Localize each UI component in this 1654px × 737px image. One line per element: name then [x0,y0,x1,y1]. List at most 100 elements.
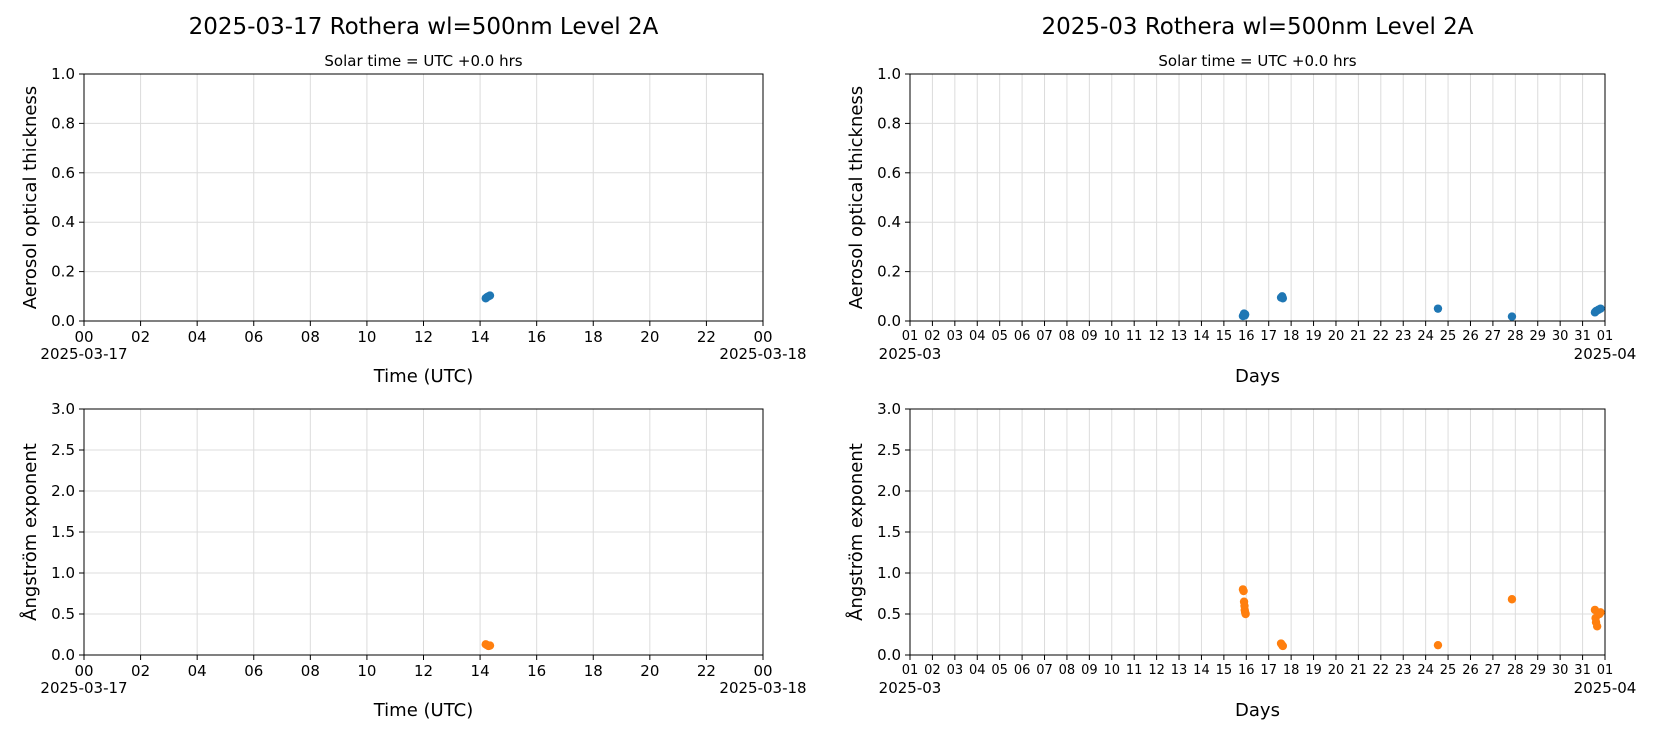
x-tick-label: 01 [1597,663,1614,678]
x-start-date-label: 2025-03 [879,345,942,363]
x-tick-label: 16 [527,662,546,680]
x-tick-label: 21 [1350,329,1367,344]
x-tick-label: 23 [1395,329,1412,344]
x-tick-label: 20 [640,662,659,680]
x-end-date-label: 2025-03-18 [719,679,806,697]
x-tick-label: 06 [1014,329,1031,344]
plot-area-frame [83,73,764,322]
x-tick-label: 10 [357,662,376,680]
x-tick-label: 02 [924,329,941,344]
y-tick-label: 0.6 [877,164,901,182]
chart-title: 2025-03-17 Rothera wl=500nm Level 2A [189,14,659,40]
x-tick-label: 15 [1216,329,1233,344]
y-tick-label: 0.8 [51,114,75,132]
data-point [1240,310,1250,319]
x-tick-label: 21 [1350,663,1367,678]
x-tick-label: 25 [1440,663,1457,678]
y-tick-label: 1.0 [877,65,901,83]
x-tick-label: 23 [1395,663,1412,678]
x-tick-label: 19 [1305,663,1322,678]
y-tick-label: 1.5 [51,523,75,541]
x-tick-label: 08 [1059,329,1076,344]
x-tick-label: 05 [991,329,1008,344]
x-tick-label: 14 [1193,329,1210,344]
x-tick-label: 08 [1059,663,1076,678]
x-tick-label: 00 [74,328,93,346]
x-tick-label: 17 [1260,663,1277,678]
y-axis-label: Aerosol optical thickness [20,86,41,309]
x-tick-label: 03 [947,663,964,678]
x-tick-label: 28 [1507,663,1524,678]
x-tick-label: 28 [1507,329,1524,344]
x-axis-label: Days [1235,366,1280,387]
chart-panel-2: 01 02 03 04 05 06 07 08 09 10 11 12 13 14 15 16 17 18 19 20… [846,14,1636,387]
x-tick-label: 04 [969,663,986,678]
y-tick-label: 2.0 [877,482,901,500]
chart-subtitle: Solar time = UTC +0.0 hrs [1158,52,1356,70]
x-tick-label: 08 [301,328,320,346]
y-axis-label: Ångström exponent [845,443,867,621]
x-tick-label: 04 [188,328,207,346]
x-tick-label: 15 [1216,663,1233,678]
y-tick-label: 0.4 [51,213,75,231]
x-tick-label: 00 [74,662,93,680]
chart-subtitle: Solar time = UTC +0.0 hrs [324,52,522,70]
x-tick-label: 14 [471,328,490,346]
x-axis-label: Time (UTC) [373,366,474,387]
x-tick-label: 29 [1529,329,1546,344]
x-end-date-label: 2025-04 [1574,345,1637,363]
x-tick-label: 01 [902,329,919,344]
y-tick-label: 0.0 [51,646,75,664]
x-tick-label: 01 [1597,329,1614,344]
x-tick-label: 10 [357,328,376,346]
x-tick-label: 19 [1305,329,1322,344]
x-tick-label: 18 [584,662,603,680]
y-tick-label: 3.0 [877,400,901,418]
x-start-date-label: 2025-03-17 [40,679,127,697]
x-end-date-label: 2025-04 [1574,679,1637,697]
data-point [1278,641,1288,651]
x-tick-label: 02 [131,328,150,346]
x-tick-label: 12 [1148,663,1165,678]
data-point [1278,294,1288,303]
plot-area-frame [83,408,764,656]
y-tick-label: 0.2 [51,263,75,281]
data-point [1433,304,1443,313]
x-tick-label: 30 [1552,329,1569,344]
y-tick-label: 2.5 [877,441,901,459]
plot-area-frame [909,73,1606,322]
plot-area-frame [909,408,1606,656]
y-tick-label: 3.0 [51,400,75,418]
x-tick-label: 00 [753,662,772,680]
data-point [485,291,495,300]
data-point [1596,304,1605,313]
x-tick-label: 24 [1417,329,1434,344]
data-point [1596,608,1605,617]
x-tick-label: 22 [697,662,716,680]
chart-panel-4: 01 02 03 04 05 06 07 08 09 10 11 12 13 14 15 16 17 18 19 20… [845,400,1636,721]
y-tick-label: 0.2 [877,263,901,281]
x-tick-label: 22 [697,328,716,346]
x-tick-label: 05 [991,663,1008,678]
y-tick-label: 1.0 [51,564,75,582]
x-tick-label: 07 [1036,329,1053,344]
x-tick-label: 31 [1574,663,1591,678]
y-tick-label: 0.0 [877,312,901,330]
x-tick-label: 09 [1081,663,1098,678]
x-axis-label: Days [1235,700,1280,721]
y-tick-label: 0.5 [877,605,901,623]
x-tick-label: 14 [1193,663,1210,678]
y-tick-label: 1.0 [877,564,901,582]
y-tick-label: 2.0 [51,482,75,500]
data-point [485,641,495,650]
x-tick-label: 11 [1126,663,1143,678]
x-tick-label: 16 [1238,663,1255,678]
y-axis-label: Ångström exponent [19,443,41,621]
y-tick-label: 2.5 [51,441,75,459]
x-tick-label: 06 [244,662,263,680]
x-start-date-label: 2025-03-17 [40,345,127,363]
x-tick-label: 12 [1148,329,1165,344]
y-tick-label: 0.8 [877,114,901,132]
x-tick-label: 12 [414,328,433,346]
